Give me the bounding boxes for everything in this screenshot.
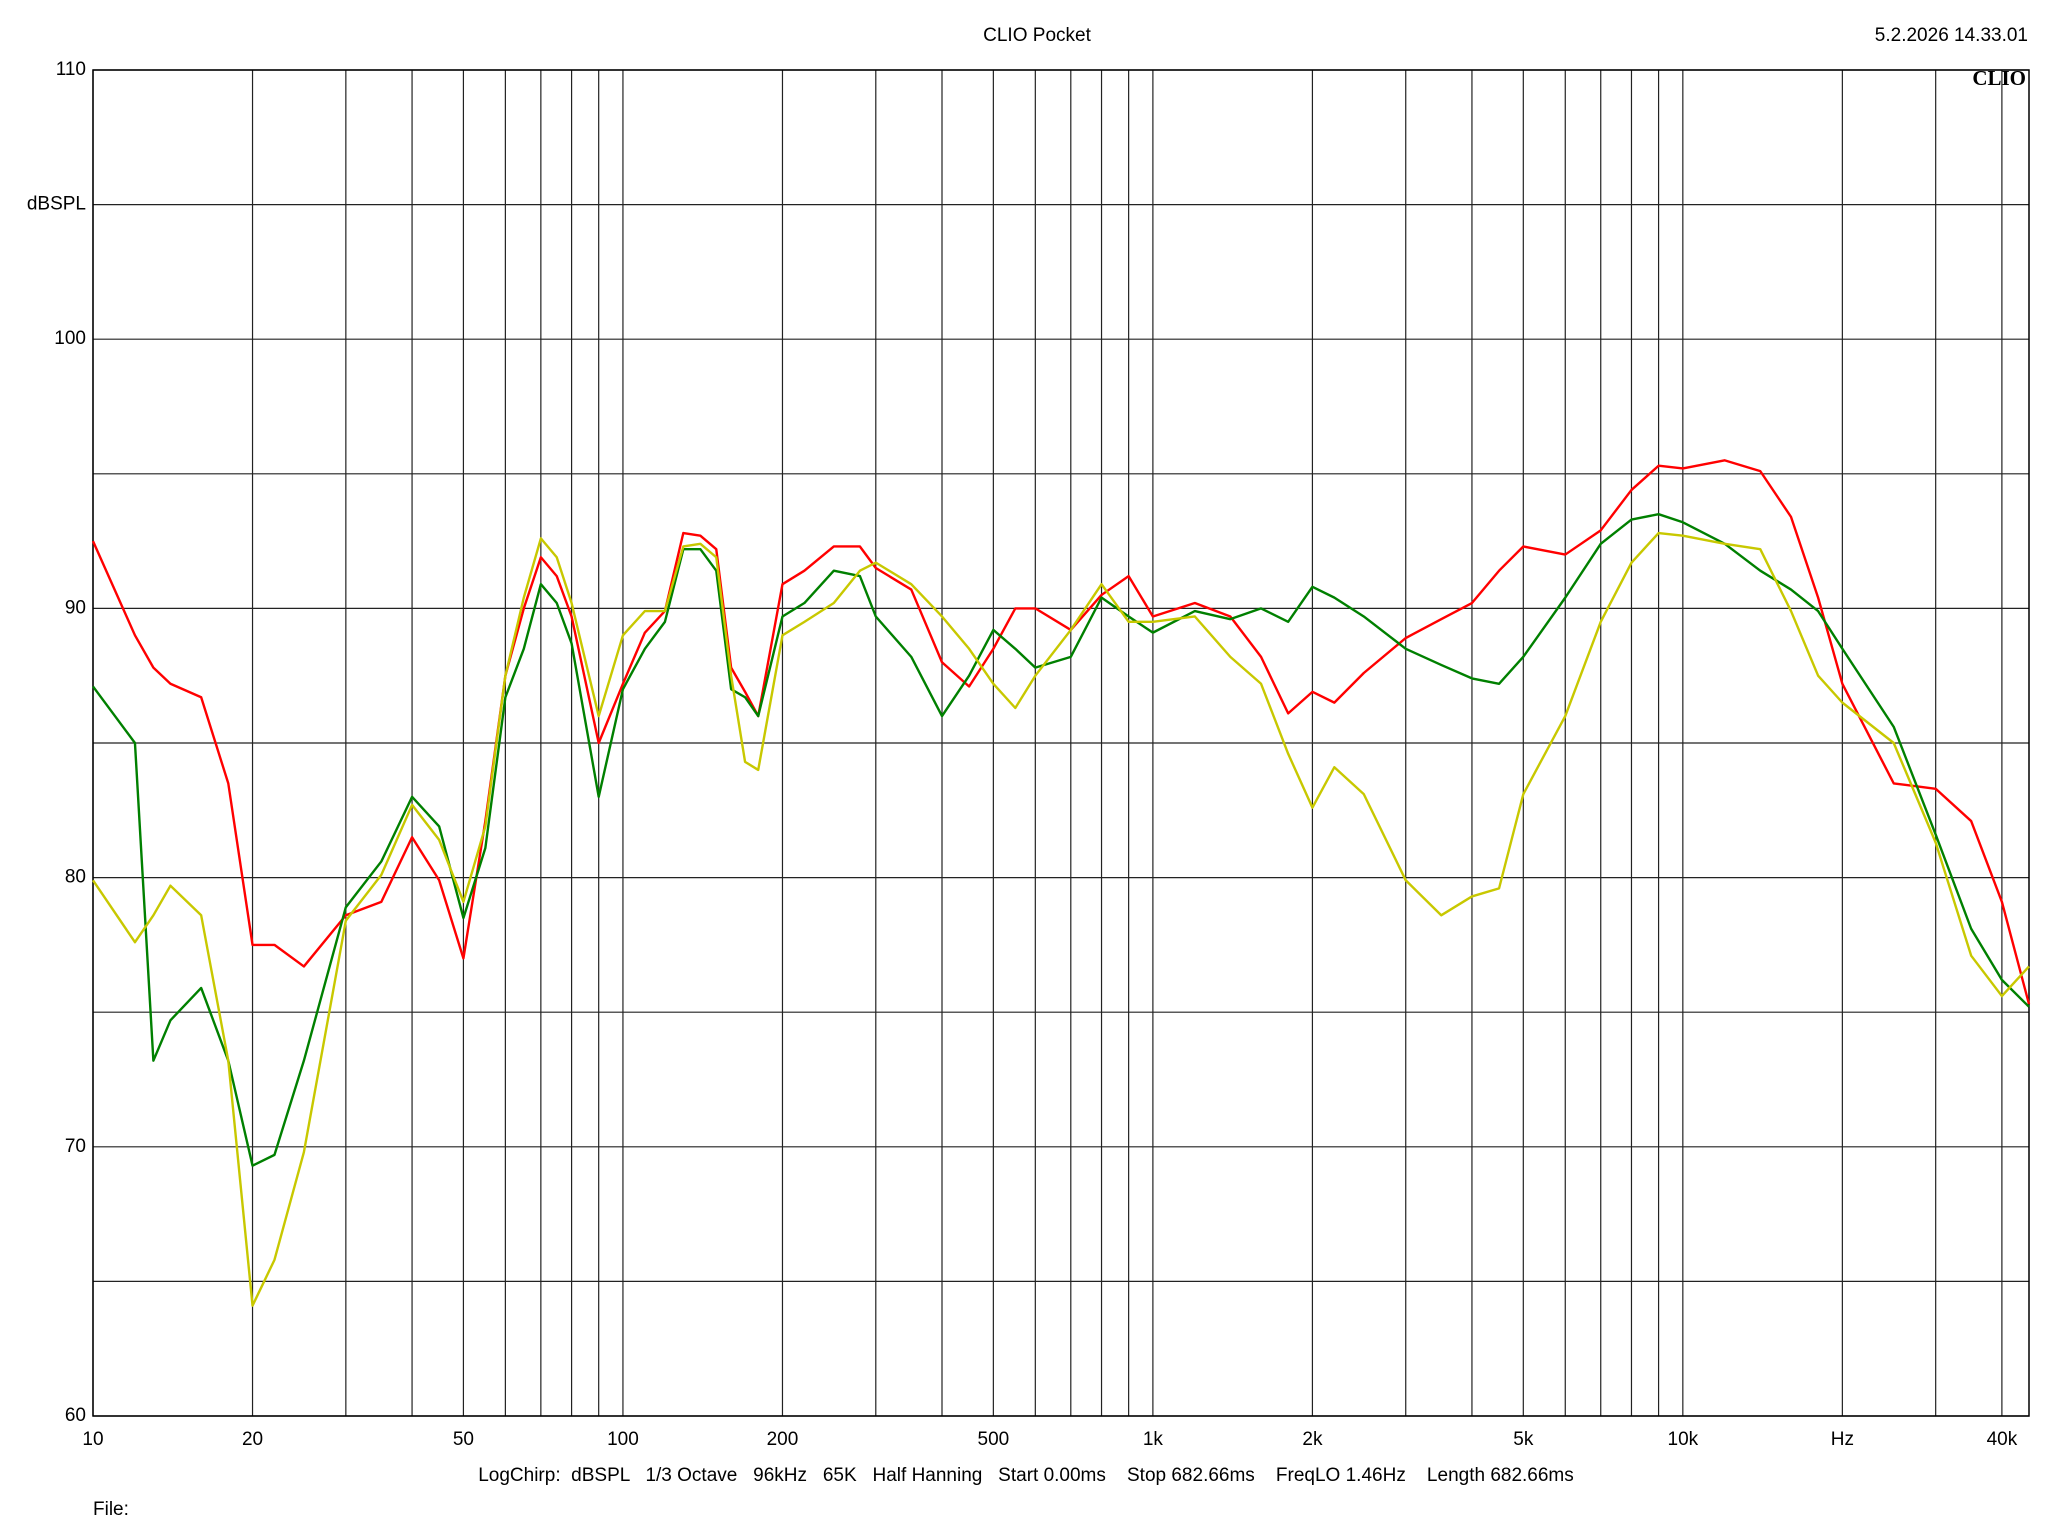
y-tick-label: 60 xyxy=(65,1405,86,1426)
timestamp: 5.2.2026 14.33.01 xyxy=(1875,25,2028,46)
file-label: File: xyxy=(93,1499,129,1520)
x-tick-label: 10 xyxy=(82,1429,103,1450)
settings: LogChirp: dBSPL 1/3 Octave 96kHz 65K Hal… xyxy=(478,1465,1574,1486)
plot-frame xyxy=(92,69,2030,1417)
y-tick-label: 80 xyxy=(65,867,86,888)
response-line xyxy=(92,531,2030,1307)
x-tick-label: 2k xyxy=(1302,1429,1323,1450)
x-tick-label: 100 xyxy=(607,1429,639,1450)
response-line xyxy=(92,512,2030,1167)
x-tick-label: 50 xyxy=(453,1429,474,1450)
x-tick-label: 40k xyxy=(1987,1429,2018,1450)
x-tick-label: 1k xyxy=(1143,1429,1164,1450)
x-tick-label: 500 xyxy=(978,1429,1010,1450)
response-line xyxy=(91,459,2031,1005)
x-tick-label: Hz xyxy=(1831,1429,1854,1450)
x-tick-label: 200 xyxy=(767,1429,799,1450)
chart-title: CLIO Pocket xyxy=(983,25,1091,46)
y-tick-label: 70 xyxy=(65,1136,86,1157)
y-tick-label: 90 xyxy=(65,597,86,618)
x-tick-label: 20 xyxy=(242,1429,263,1450)
y-axis-label: dBSPL xyxy=(27,194,86,215)
y-tick-label: 100 xyxy=(54,328,86,349)
x-tick-label: 5k xyxy=(1513,1429,1534,1450)
y-tick-label: 110 xyxy=(56,59,86,80)
x-tick-label: 10k xyxy=(1668,1429,1699,1450)
